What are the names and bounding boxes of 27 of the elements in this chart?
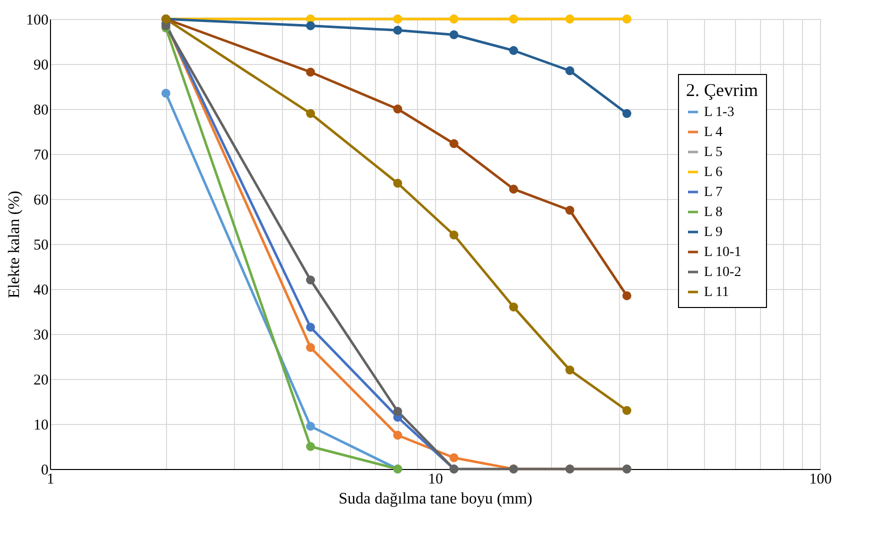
y-tick-label: 80: [34, 102, 48, 118]
y-tick-label: 20: [34, 372, 48, 388]
y-axis-title: Elekte kalan (%): [6, 190, 23, 298]
legend-label: L 5: [704, 145, 723, 160]
legend-label: L 9: [704, 225, 723, 240]
x-tick-label: 100: [809, 472, 832, 488]
y-tick-label: 50: [34, 238, 48, 254]
y-tick-label: 60: [34, 192, 48, 208]
x-tick-label: 10: [428, 472, 443, 488]
legend-label: L 10-2: [704, 265, 742, 280]
legend-label: L 6: [704, 165, 723, 180]
legend-label: L 7: [704, 185, 723, 200]
y-tick-label: 0: [41, 462, 48, 478]
legend-label: L 8: [704, 205, 723, 220]
legend-label: L 1-3: [704, 105, 734, 120]
x-axis-title: Suda dağılma tane boyu (mm): [338, 490, 532, 508]
legend-label: L 10-1: [704, 245, 742, 260]
x-tick-label: 1: [46, 472, 54, 488]
legend-label: L 4: [704, 125, 723, 140]
legend-label: L 11: [704, 285, 730, 300]
y-tick-label: 90: [34, 58, 48, 74]
y-tick-label: 100: [26, 12, 48, 28]
y-tick-label: 70: [34, 148, 48, 164]
legend-title: 2. Çevrim: [686, 80, 758, 100]
y-tick-label: 10: [34, 418, 48, 434]
y-tick-label: 40: [34, 282, 48, 298]
y-tick-label: 30: [34, 328, 48, 344]
